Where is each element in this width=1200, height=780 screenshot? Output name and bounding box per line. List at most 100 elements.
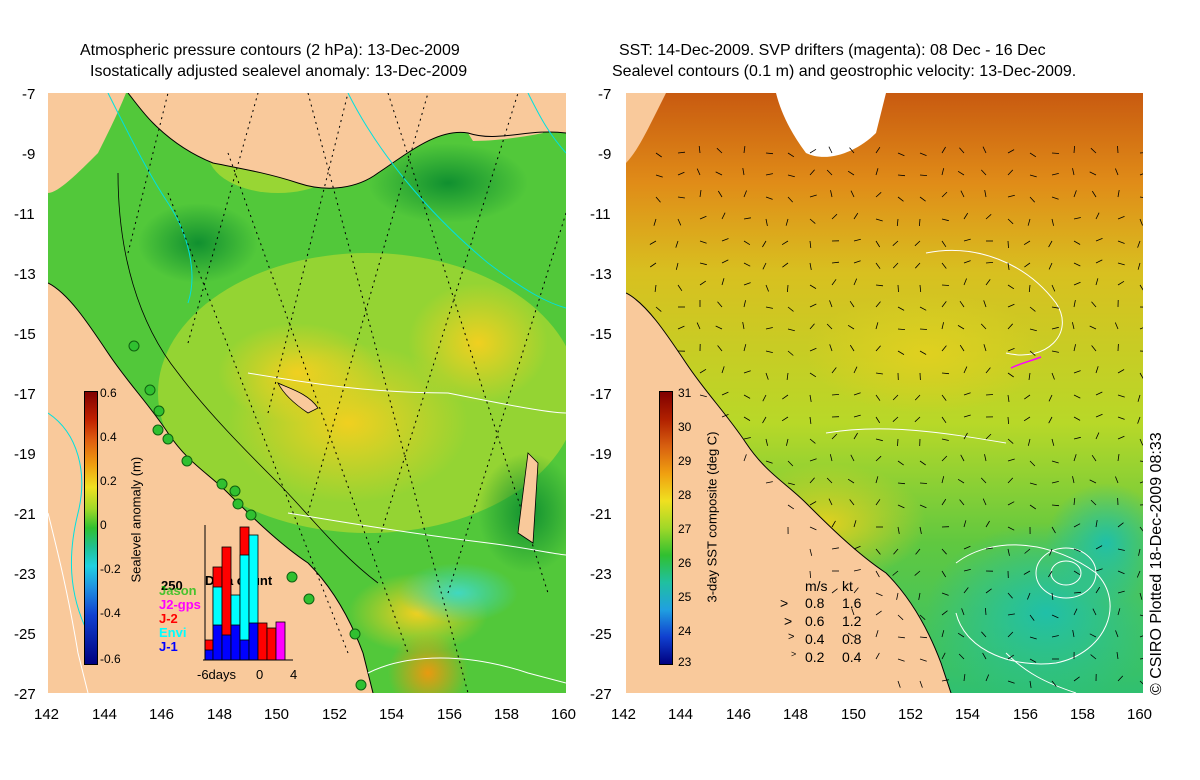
velocity-arrow [897, 196, 904, 202]
velocity-arrow [897, 504, 905, 509]
velocity-arrow [963, 432, 968, 440]
velocity-arrow [1095, 520, 1098, 528]
velocity-arrow [1048, 416, 1053, 424]
velocity-arrow [941, 262, 947, 269]
velocity-arrow [850, 454, 855, 462]
velocity-arrow [985, 547, 993, 550]
inset-max-label: 250 [161, 578, 183, 593]
velocity-arrow [897, 658, 905, 662]
velocity-arrow [787, 482, 795, 486]
inset-legend-j1: J-1 [159, 639, 178, 654]
velocity-arrow [809, 501, 817, 506]
velocity-arrow [1051, 350, 1059, 353]
velocity-arrow [717, 190, 723, 198]
velocity-arrow [1051, 460, 1059, 464]
velocity-arrow [716, 147, 723, 154]
velocity-arrow [919, 328, 928, 330]
velocity-arrow [809, 526, 817, 531]
right-x-tick: 144 [668, 706, 694, 723]
velocity-arrow [1139, 526, 1143, 532]
right-colorbar-tick: 30 [678, 420, 692, 434]
velocity-arrow [1073, 217, 1081, 220]
right-y-tick: -21 [590, 506, 612, 523]
velocity-arrow [1139, 152, 1143, 154]
velocity-arrow [897, 174, 906, 177]
velocity-arrow [897, 482, 906, 485]
velocity-arrow [960, 454, 965, 462]
velocity-arrow [985, 520, 990, 528]
velocity-arrow [851, 608, 855, 616]
speed-legend-ms: 0.2 [805, 649, 825, 665]
speed-legend-ms: 0.4 [805, 631, 825, 647]
velocity-arrow [743, 344, 747, 352]
velocity-arrow [743, 190, 747, 198]
velocity-arrow [1117, 522, 1124, 528]
velocity-arrow [1139, 592, 1143, 600]
velocity-arrow [941, 146, 946, 154]
velocity-arrow [963, 674, 966, 682]
velocity-arrow [984, 454, 987, 462]
velocity-arrow [721, 238, 729, 242]
inset-legend-envi: Envi [159, 625, 187, 640]
velocity-arrow [831, 588, 838, 594]
velocity-arrow [1139, 658, 1143, 660]
velocity-arrow [831, 394, 840, 396]
velocity-arrow [1007, 323, 1013, 330]
velocity-arrow [1091, 345, 1097, 352]
speed-legend-header-ms: m/s [805, 578, 828, 594]
velocity-arrow [655, 196, 661, 203]
velocity-arrow [1051, 152, 1060, 154]
velocity-arrow [963, 238, 971, 242]
velocity-arrow [765, 284, 769, 292]
velocity-arrow [963, 366, 968, 374]
velocity-arrow [875, 301, 881, 308]
velocity-arrow [1117, 369, 1125, 374]
velocity-arrow [1051, 306, 1059, 309]
right-x-tick: 152 [898, 706, 924, 723]
velocity-arrow [715, 171, 723, 176]
velocity-arrow [787, 284, 789, 293]
velocity-arrow [1029, 460, 1036, 467]
velocity-arrow [980, 477, 987, 484]
velocity-arrow [897, 636, 905, 639]
left-y-tick: -7 [22, 86, 36, 103]
velocity-arrow [721, 278, 725, 286]
velocity-arrow [919, 658, 927, 662]
velocity-arrow [875, 262, 881, 269]
velocity-arrow [762, 240, 767, 248]
velocity-arrow [1007, 631, 1014, 638]
velocity-arrow [941, 570, 947, 578]
velocity-arrow [897, 350, 905, 355]
velocity-arrow [1073, 240, 1081, 245]
velocity-arrow [743, 146, 746, 154]
velocity-arrow [1023, 416, 1031, 422]
velocity-arrow [699, 262, 707, 266]
velocity-arrow [1007, 169, 1014, 176]
velocity-arrow [1089, 325, 1097, 330]
right-colorbar-tick: 26 [678, 556, 692, 570]
velocity-arrow [1073, 394, 1081, 399]
velocity-arrow [1073, 281, 1081, 286]
velocity-arrow [896, 592, 899, 600]
velocity-arrow [677, 171, 685, 176]
velocity-arrow [981, 631, 987, 638]
velocity-arrow [696, 168, 701, 176]
velocity-arrow [765, 481, 773, 484]
velocity-arrow [847, 632, 855, 638]
velocity-arrow [897, 460, 904, 466]
velocity-arrow [809, 262, 812, 270]
velocity-arrow [1092, 608, 1097, 616]
velocity-arrow [1051, 526, 1056, 534]
velocity-arrow [677, 218, 682, 226]
velocity-arrow [1072, 168, 1075, 176]
velocity-arrow [1051, 284, 1056, 292]
speed-legend-kt: 0.4 [842, 649, 862, 665]
velocity-arrow [1007, 548, 1010, 556]
velocity-arrow [1029, 328, 1037, 332]
velocity-arrow [853, 414, 861, 418]
velocity-arrow [1073, 523, 1081, 528]
velocity-arrow [1029, 196, 1035, 203]
velocity-arrow [1073, 608, 1078, 616]
velocity-arrow [853, 238, 861, 242]
right-x-tick: 160 [1127, 706, 1153, 723]
